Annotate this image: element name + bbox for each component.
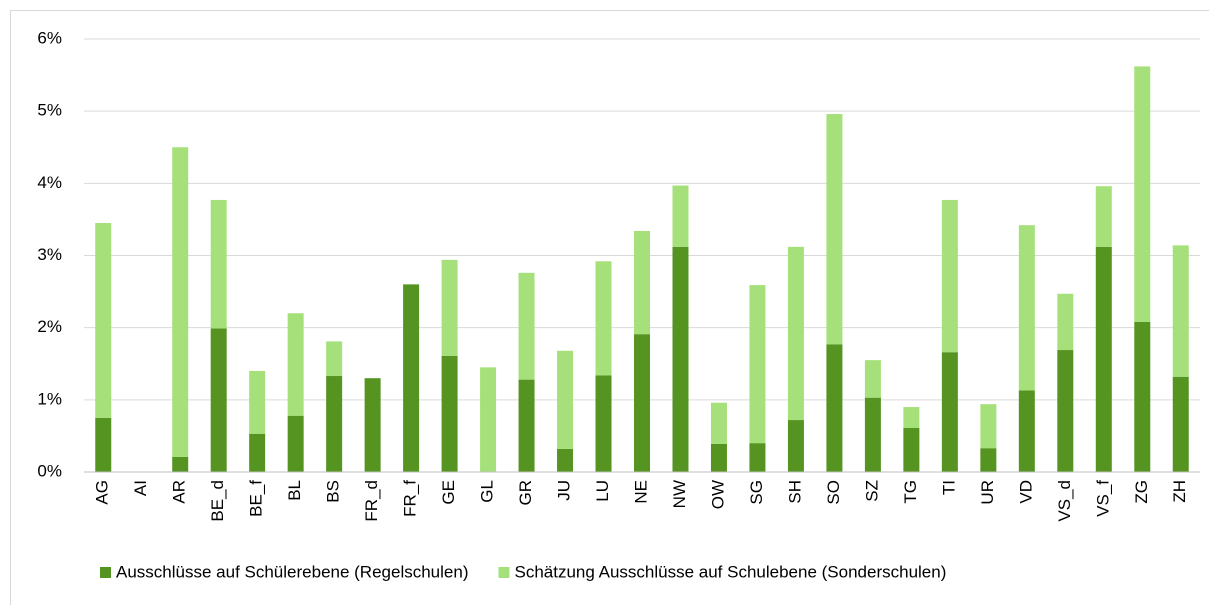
bar-segment: [95, 223, 112, 418]
x-tick-label: VD: [1016, 480, 1035, 504]
y-tick-label: 2%: [37, 317, 62, 336]
bar-segment: [557, 448, 574, 472]
bar-segment: [941, 352, 958, 472]
x-tick-label: SH: [785, 480, 804, 504]
bar-segment: [95, 417, 112, 472]
x-tick-label: BE_f: [247, 480, 266, 517]
bar-segment: [787, 246, 804, 421]
bar-segment: [480, 367, 497, 472]
bar-segment: [210, 199, 227, 329]
bar-segment: [557, 350, 574, 449]
x-tick-label: BE_d: [208, 480, 227, 522]
x-tick-label: BS: [324, 480, 343, 503]
x-tick-label: TI: [939, 480, 958, 495]
legend-label: Schätzung Ausschlüsse auf Schulebene (So…: [514, 562, 946, 581]
x-tick-label: SO: [824, 480, 843, 505]
bar-segment: [403, 284, 420, 472]
y-tick-label: 5%: [37, 101, 62, 120]
x-tick-label: GL: [478, 480, 497, 503]
bar-segment: [326, 376, 343, 472]
bar-segment: [1018, 225, 1035, 391]
bar-segment: [172, 147, 189, 457]
x-tick-label: VS_f: [1093, 480, 1112, 517]
x-tick-label: TG: [901, 480, 920, 504]
bar-segment: [287, 415, 304, 472]
bar-segment: [249, 370, 266, 434]
bar-segment: [903, 427, 920, 472]
bar-segment: [980, 404, 997, 449]
bar-segment: [287, 313, 304, 416]
bar-segment: [1057, 350, 1074, 472]
bar-segment: [595, 261, 612, 376]
bar-segment: [864, 360, 881, 398]
legend-swatch: [498, 567, 510, 578]
bar-segment: [172, 456, 189, 472]
bar-segment: [1018, 390, 1035, 472]
bar-segment: [210, 328, 227, 472]
x-tick-label: BL: [285, 480, 304, 501]
legend-label: Ausschlüsse auf Schülerebene (Regelschul…: [116, 562, 468, 581]
bar-segment: [595, 375, 612, 472]
bar-segment: [1134, 66, 1151, 322]
bar-segment: [672, 246, 689, 472]
bar-segment: [749, 285, 766, 444]
x-tick-label: SG: [747, 480, 766, 505]
x-tick-label: NW: [670, 480, 689, 508]
x-tick-label: JU: [555, 480, 574, 501]
bar-segment: [364, 378, 381, 472]
bar-segment: [749, 443, 766, 472]
x-tick-label: AG: [93, 480, 112, 505]
x-tick-label: OW: [708, 480, 727, 509]
bar-segment: [1095, 246, 1112, 472]
bar-segment: [710, 402, 727, 444]
y-tick-label: 1%: [37, 389, 62, 408]
bar-segment: [903, 407, 920, 428]
bar-segment: [941, 199, 958, 353]
bar-segment: [249, 433, 266, 472]
x-tick-label: GE: [439, 480, 458, 505]
bar-segment: [864, 397, 881, 472]
x-tick-label: VS_d: [1055, 480, 1074, 522]
bar-segment: [441, 355, 458, 472]
bar-segment: [1134, 321, 1151, 472]
bar-segment: [1057, 293, 1074, 351]
x-tick-label: GR: [516, 480, 535, 506]
bar-segment: [634, 334, 650, 472]
legend-swatch: [100, 567, 111, 578]
x-tick-label: NE: [631, 480, 650, 504]
x-tick-label: AR: [170, 480, 189, 504]
bar-segment: [1095, 186, 1112, 247]
bar-segment: [518, 379, 535, 472]
bar-segment: [826, 114, 843, 345]
bar-segment: [826, 344, 843, 472]
bar-segment: [441, 259, 458, 356]
bar-segment: [634, 230, 650, 335]
y-tick-label: 0%: [37, 461, 62, 480]
y-tick-label: 3%: [37, 245, 62, 264]
bar-segment: [518, 272, 535, 380]
x-tick-label: ZH: [1170, 480, 1189, 503]
bar-segment: [672, 185, 689, 247]
x-tick-label: FR_f: [401, 480, 420, 517]
bar-segment: [710, 443, 727, 472]
bar-segment: [1172, 245, 1189, 377]
bar-segment: [326, 341, 343, 377]
y-tick-label: 4%: [37, 173, 62, 192]
chart-frame: [10, 10, 1209, 605]
y-tick-label: 6%: [37, 28, 62, 47]
x-tick-label: LU: [593, 480, 612, 502]
bar-segment: [787, 420, 804, 472]
x-tick-label: SZ: [862, 480, 881, 502]
x-tick-label: ZG: [1132, 480, 1151, 504]
x-tick-label: FR_d: [362, 480, 381, 522]
bar-segment: [980, 448, 997, 472]
x-tick-label: UR: [978, 480, 997, 505]
bar-segment: [1172, 376, 1189, 472]
x-tick-label: AI: [131, 480, 150, 496]
